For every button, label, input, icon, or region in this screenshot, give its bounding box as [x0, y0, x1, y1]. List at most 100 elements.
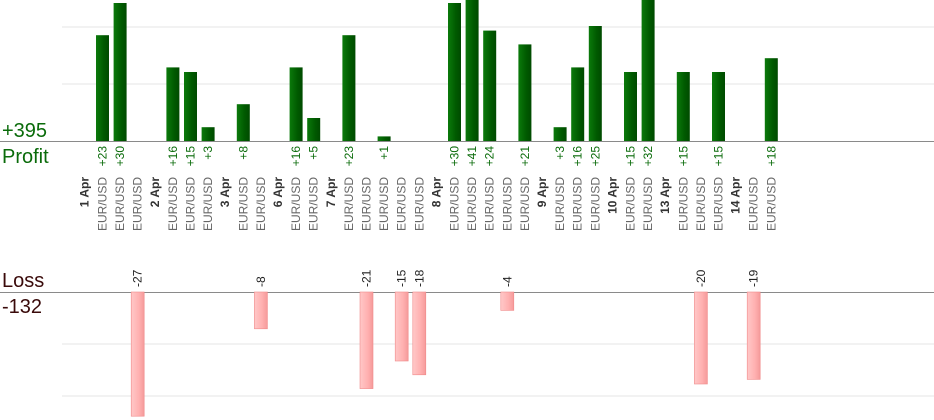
profit-bar [764, 58, 778, 142]
pair-label: EUR/USD [395, 177, 409, 231]
pair-label: EUR/USD [448, 177, 462, 231]
profit-bar [641, 0, 655, 141]
profit-bar [184, 72, 197, 141]
profit-bar [377, 136, 391, 141]
pair-label: EUR/USD [307, 177, 321, 231]
profit-total: +395 [2, 120, 48, 142]
value-label: +3 [201, 146, 215, 160]
date-label: 13 Apr [658, 177, 672, 214]
profit-label: Profit [2, 146, 49, 168]
profit-bar [518, 44, 532, 141]
date-label: 7 Apr [324, 177, 338, 208]
value-label: -18 [412, 269, 426, 287]
loss-bar [412, 291, 427, 376]
pair-label: EUR/USD [694, 177, 708, 231]
date-label: 2 Apr [148, 177, 162, 208]
value-label: -21 [360, 269, 374, 287]
pair-label: EUR/USD [641, 177, 655, 231]
profit-bar [465, 0, 479, 141]
pair-label: EUR/USD [553, 177, 567, 231]
pair-label: EUR/USD [571, 177, 585, 231]
pair-label: EUR/USD [465, 177, 479, 231]
profit-bar [571, 67, 585, 141]
profit-bar [96, 35, 109, 142]
value-label: +15 [184, 146, 198, 167]
value-label: -4 [500, 276, 514, 287]
pair-label: EUR/USD [184, 177, 198, 231]
profit-bar [307, 118, 321, 141]
pair-label: EUR/USD [588, 177, 602, 231]
pair-label: EUR/USD [113, 177, 127, 231]
profit-bar [201, 127, 215, 141]
pair-label: EUR/USD [712, 177, 726, 231]
pair-label: EUR/USD [483, 177, 497, 231]
value-label: +18 [764, 146, 778, 167]
profit-bar [289, 67, 303, 141]
gridlines [0, 26, 934, 397]
value-label: +30 [448, 146, 462, 167]
value-label: +41 [465, 146, 479, 167]
loss-bar [130, 291, 145, 417]
profit-bar [166, 67, 180, 141]
value-label: +16 [289, 146, 303, 167]
date-label: 10 Apr [605, 177, 619, 214]
pair-label: EUR/USD [676, 177, 690, 231]
date-label: 3 Apr [218, 177, 232, 208]
loss-bar [359, 291, 374, 389]
value-label: -27 [131, 269, 145, 287]
value-label: +21 [518, 146, 532, 167]
loss-label: Loss [2, 270, 45, 292]
value-label: -20 [694, 269, 708, 287]
value-label: +23 [342, 146, 356, 167]
value-label: +1 [377, 146, 391, 160]
loss-bar [254, 291, 268, 330]
pair-label: EUR/USD [166, 177, 180, 231]
profit-bar [712, 72, 725, 141]
date-label: 8 Apr [429, 177, 443, 208]
loss-bar [500, 291, 515, 311]
pair-label: EUR/USD [500, 177, 514, 231]
pair-label: EUR/USD [624, 177, 638, 231]
value-label: +15 [676, 146, 690, 167]
value-label: +15 [712, 146, 726, 167]
value-label: -8 [254, 276, 268, 287]
profit-bar [342, 35, 356, 142]
bars [96, 0, 778, 417]
value-label: +8 [236, 146, 250, 160]
pair-label: EUR/USD [254, 177, 268, 231]
profit-bar [588, 26, 602, 141]
value-label: +3 [553, 146, 567, 160]
profit-bar [553, 127, 567, 141]
profit-bar [483, 30, 497, 142]
profit-bar [448, 3, 461, 141]
pair-label: EUR/USD [342, 177, 356, 231]
date-label: 6 Apr [271, 177, 285, 208]
date-label: 9 Apr [535, 177, 549, 208]
date-label: 14 Apr [729, 177, 743, 214]
value-label: +25 [588, 146, 602, 167]
pair-label: EUR/USD [131, 177, 145, 231]
value-label: -15 [395, 269, 409, 287]
loss-bar [394, 291, 409, 362]
pair-label: EUR/USD [289, 177, 303, 231]
pair-label: EUR/USD [412, 177, 426, 231]
value-label: +32 [641, 146, 655, 167]
profit-bar [113, 3, 127, 141]
value-label: -19 [747, 269, 761, 287]
pair-label: EUR/USD [518, 177, 532, 231]
loss-bar [694, 291, 708, 385]
pair-label: EUR/USD [377, 177, 391, 231]
pair-label: EUR/USD [764, 177, 778, 231]
pair-label: EUR/USD [747, 177, 761, 231]
profit-bar [676, 72, 690, 141]
value-label: +5 [307, 146, 321, 160]
value-label: +23 [96, 146, 110, 167]
value-label: +24 [483, 146, 497, 167]
loss-bar [746, 291, 761, 380]
pair-label: EUR/USD [96, 177, 110, 231]
pair-label: EUR/USD [236, 177, 250, 231]
value-label: +16 [166, 146, 180, 167]
loss-total: -132 [2, 296, 43, 318]
